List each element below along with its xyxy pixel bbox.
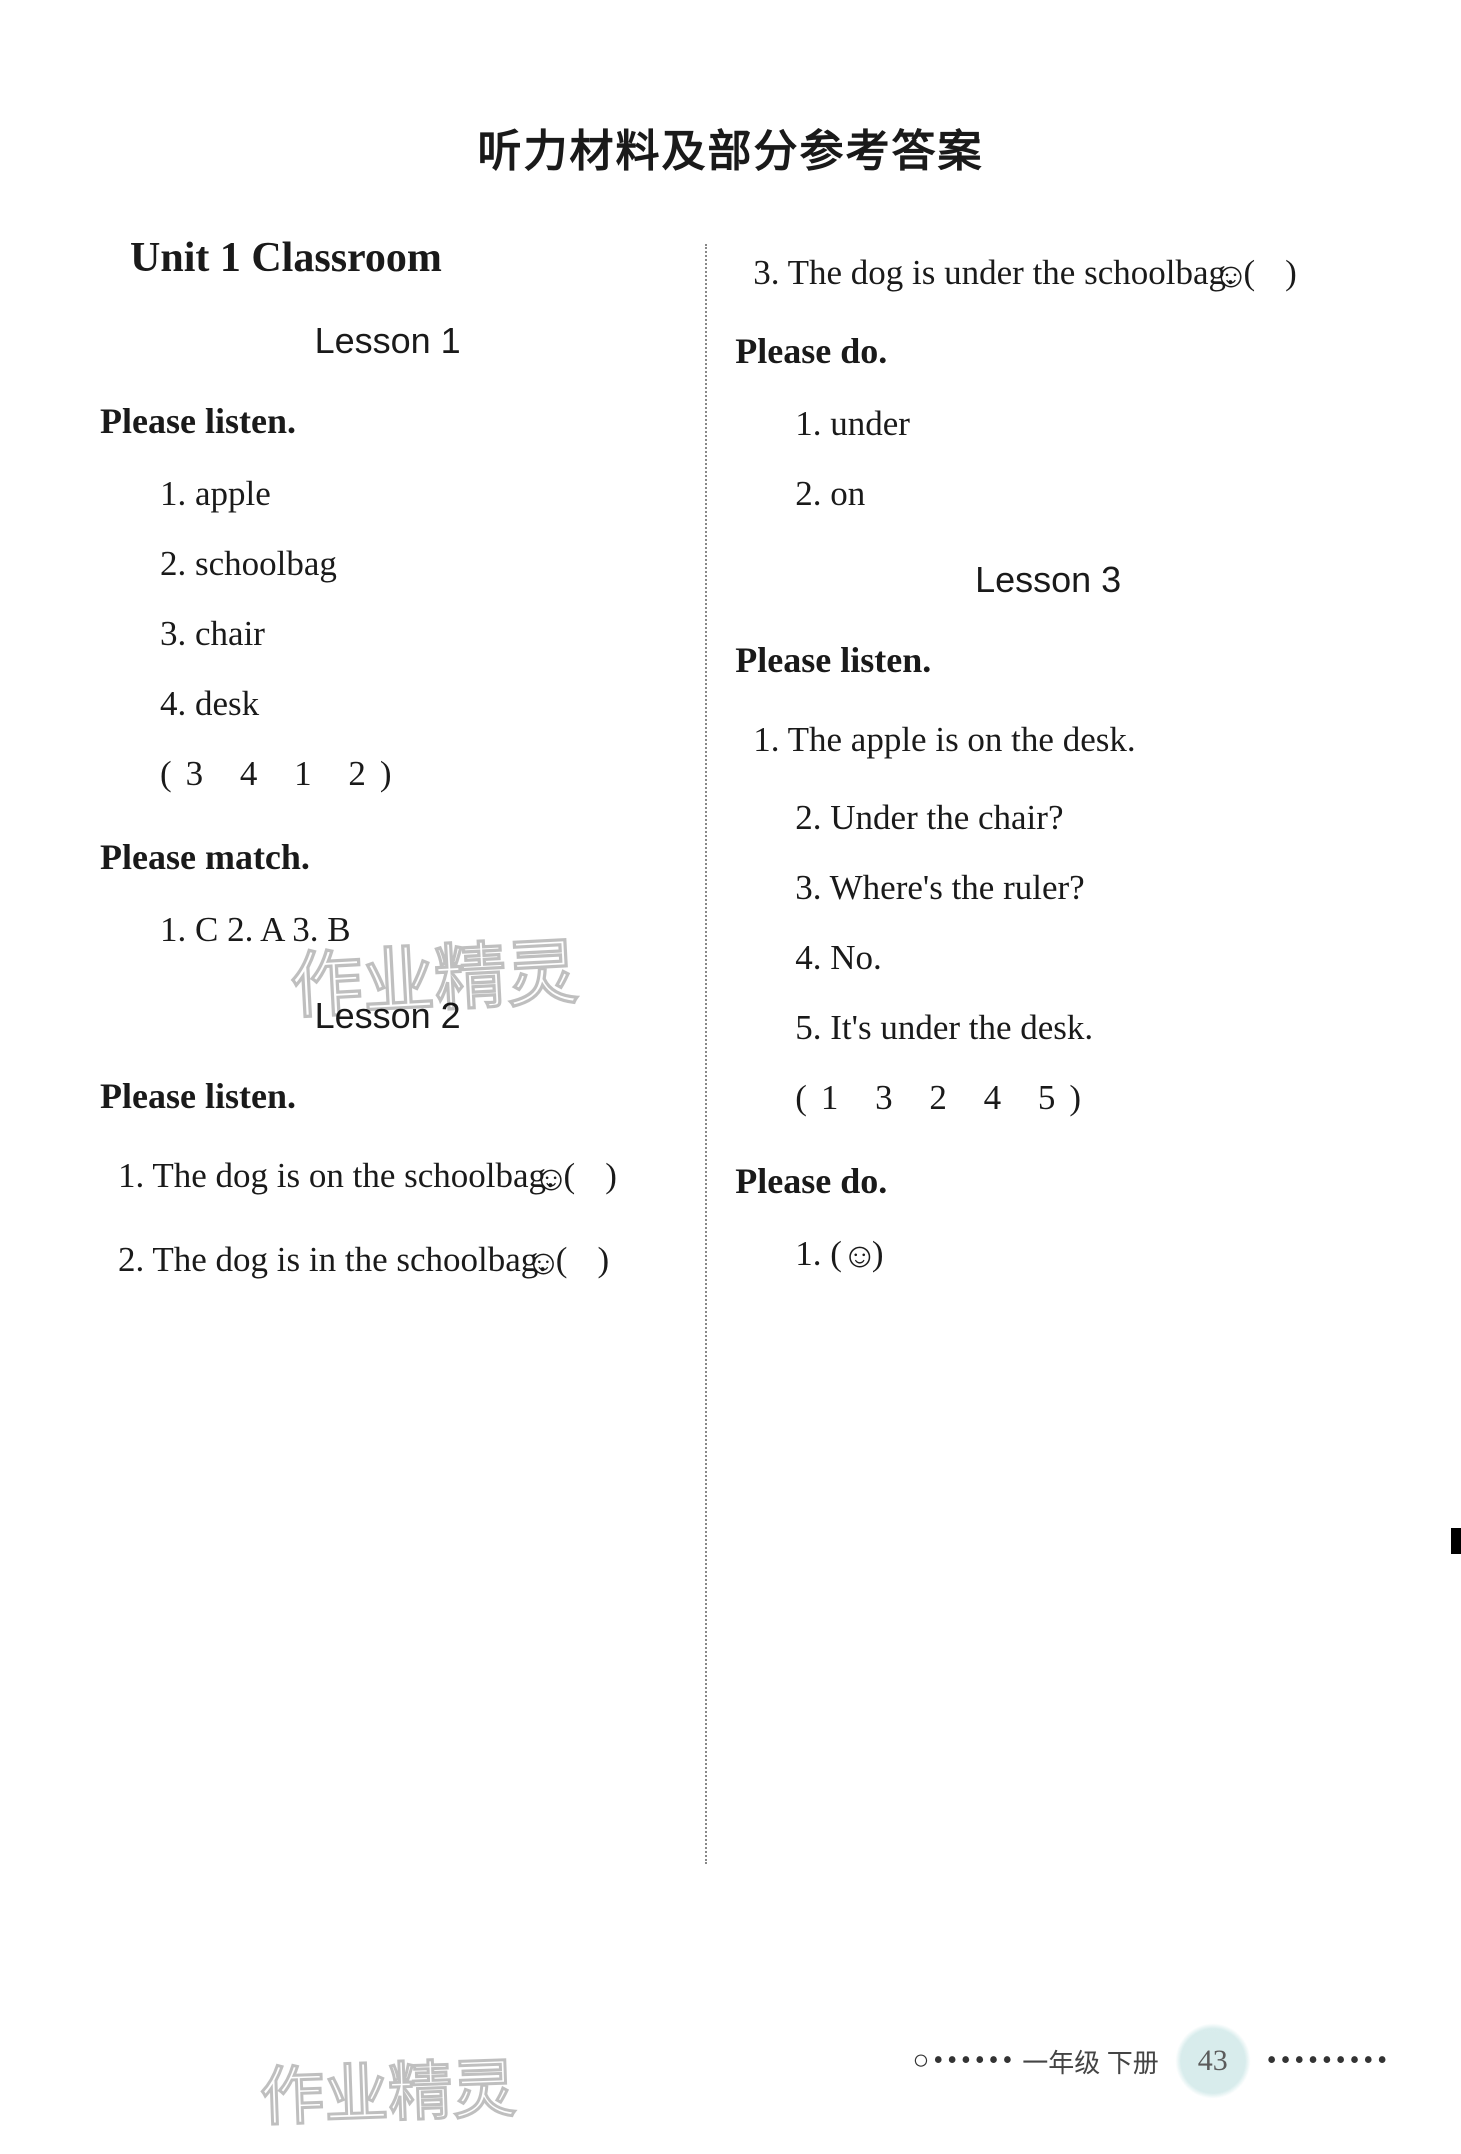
list-text: 1. The dog is on the schoolbag. ( xyxy=(118,1156,575,1195)
footer-dots: ••••••••• xyxy=(1267,2045,1391,2077)
lesson2-item-3: 3. The dog is under the schoolbag. (☺) xyxy=(735,246,1361,300)
lesson1-item: 2. schoolbag xyxy=(100,544,675,584)
list-text: ) xyxy=(872,1234,884,1273)
column-left: Unit 1 Classroom Lesson 1 Please listen.… xyxy=(100,234,705,1318)
lesson3-do-head: Please do. xyxy=(735,1160,1361,1202)
list-text: 2. The dog is in the schoolbag. ( xyxy=(118,1240,567,1279)
lesson1-title: Lesson 1 xyxy=(100,320,675,362)
lesson1-match-answer: 1. C 2. A 3. B xyxy=(100,910,675,950)
lesson3-do-item: 1. (☺) xyxy=(735,1234,1361,1274)
do-item: 2. on xyxy=(735,474,1361,514)
smiley-icon: ☺ xyxy=(567,1248,597,1278)
please-do-head: Please do. xyxy=(735,330,1361,372)
footer-dots: ○•••••• xyxy=(913,2045,1017,2077)
page-footer: ○•••••• 一年级 下册 43 ••••••••• xyxy=(913,2023,1391,2099)
list-text: 1. ( xyxy=(795,1234,842,1273)
lesson3-item: 4. No. xyxy=(735,938,1361,978)
lesson1-match-head: Please match. xyxy=(100,836,675,878)
footer-grade-label: 一年级 下册 xyxy=(1022,2043,1159,2080)
do-item: 1. under xyxy=(735,404,1361,444)
lesson2-title: Lesson 2 xyxy=(100,995,675,1037)
content-columns: Unit 1 Classroom Lesson 1 Please listen.… xyxy=(100,234,1361,1318)
smiley-icon: ☺ xyxy=(1255,261,1285,291)
lesson1-item: 3. chair xyxy=(100,614,675,654)
lesson1-item: 1. apple xyxy=(100,474,675,514)
lesson3-item: 5. It's under the desk. xyxy=(735,1008,1361,1048)
lesson3-title: Lesson 3 xyxy=(735,559,1361,601)
lesson2-listen-head: Please listen. xyxy=(100,1075,675,1117)
unit-title: Unit 1 Classroom xyxy=(100,234,675,282)
list-text: 3. The dog is under the schoolbag. ( xyxy=(753,253,1255,292)
watermark-text: 作业精灵 xyxy=(258,2038,517,2139)
list-text: ) xyxy=(597,1240,609,1279)
smiley-icon: ☺ xyxy=(575,1164,605,1194)
lesson3-listen-head: Please listen. xyxy=(735,639,1361,681)
list-text: ) xyxy=(605,1156,617,1195)
page-number: 43 xyxy=(1175,2023,1251,2099)
lesson2-item-1: 1. The dog is on the schoolbag. (☺) xyxy=(100,1149,675,1203)
edge-mark xyxy=(1451,1528,1461,1554)
lesson3-item: 3. Where's the ruler? xyxy=(735,868,1361,908)
lesson3-item: 1. The apple is on the desk. xyxy=(735,713,1361,767)
lesson1-item: 4. desk xyxy=(100,684,675,724)
smiley-icon: ☺ xyxy=(842,1241,872,1271)
lesson3-item: 2. Under the chair? xyxy=(735,798,1361,838)
lesson1-answer: (3 4 1 2) xyxy=(100,754,675,794)
lesson3-answer: (1 3 2 4 5) xyxy=(735,1078,1361,1118)
lesson1-listen-head: Please listen. xyxy=(100,400,675,442)
column-right: 3. The dog is under the schoolbag. (☺) P… xyxy=(705,234,1361,1318)
page-title: 听力材料及部分参考答案 xyxy=(100,115,1361,179)
lesson2-item-2: 2. The dog is in the schoolbag. (☺) xyxy=(100,1233,675,1287)
list-text: ) xyxy=(1285,253,1297,292)
column-divider xyxy=(705,244,707,1864)
